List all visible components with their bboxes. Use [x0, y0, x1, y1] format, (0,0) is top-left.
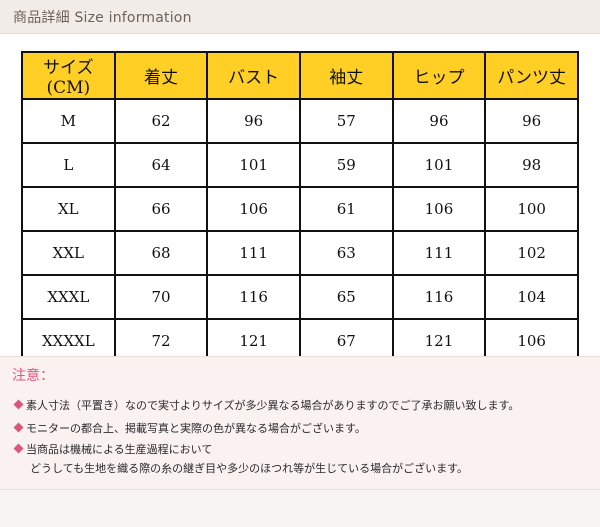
table-cell: 61	[298, 186, 394, 232]
table-row: M 62 96 57 96 96	[21, 98, 579, 144]
table-cell: 96	[484, 98, 579, 144]
diamond-bullet-icon	[13, 422, 24, 433]
table-cell: 96	[391, 98, 487, 144]
table-header-row: サイズ(CM) 着丈 バスト 袖丈 ヒップ パンツ丈	[21, 51, 579, 100]
table-cell: 96	[206, 98, 301, 144]
table-cell: 116	[391, 274, 487, 320]
column-header-length: 着丈	[113, 51, 209, 100]
note-item: 当商品は機械による生産過程において	[13, 441, 213, 457]
table-cell: 63	[298, 230, 394, 276]
page-title: 商品詳細 Size information	[13, 10, 192, 26]
table-cell: 59	[298, 142, 394, 188]
table-cell: 104	[484, 274, 579, 320]
column-header-pants-length: パンツ丈	[484, 51, 579, 100]
table-cell: 106	[206, 186, 301, 232]
table-cell: XXXL	[21, 274, 116, 320]
table-cell: 65	[298, 274, 394, 320]
table-cell: 102	[484, 230, 579, 276]
table-cell: 106	[391, 186, 487, 232]
table-cell: 64	[113, 142, 209, 188]
footer-spacer	[0, 490, 600, 527]
table-row: XXL 68 111 63 111 102	[21, 230, 579, 276]
table-cell: 68	[113, 230, 209, 276]
table-cell: 66	[113, 186, 209, 232]
table-cell: 111	[206, 230, 301, 276]
table-row: XXXL 70 116 65 116 104	[21, 274, 579, 320]
table-cell: 100	[484, 186, 579, 232]
column-header-sleeve: 袖丈	[298, 51, 394, 100]
note-text: 素人寸法（平置き）なので実寸よりサイズが多少異なる場合がありますのでご了承お願い…	[26, 399, 520, 412]
table-cell: XXL	[21, 230, 116, 276]
table-row: L 64 101 59 101 98	[21, 142, 579, 188]
table-cell: L	[21, 142, 116, 188]
table-cell: 98	[484, 142, 579, 188]
note-item-continued: どうしても生地を織る際の糸の継ぎ目や多少のほつれ等が生じている場合がございます。	[15, 460, 468, 476]
table-cell: 62	[113, 98, 209, 144]
table-cell: 116	[206, 274, 301, 320]
column-header-hip: ヒップ	[391, 51, 487, 100]
note-text: どうしても生地を織る際の糸の継ぎ目や多少のほつれ等が生じている場合がございます。	[30, 462, 469, 475]
table-cell: M	[21, 98, 116, 144]
table-cell: 57	[298, 98, 394, 144]
note-item: 素人寸法（平置き）なので実寸よりサイズが多少異なる場合がありますのでご了承お願い…	[13, 397, 520, 413]
size-table: サイズ(CM) 着丈 バスト 袖丈 ヒップ パンツ丈 M 62 96 57 96…	[21, 51, 579, 364]
table-cell: 101	[391, 142, 487, 188]
column-header-bust: バスト	[206, 51, 301, 100]
note-text: 当商品は機械による生産過程において	[26, 443, 213, 456]
notes-panel: 注意： 素人寸法（平置き）なので実寸よりサイズが多少異なる場合がありますのでご了…	[0, 356, 600, 490]
note-item: モニターの都合上、掲載写真と実際の色が異なる場合がございます。	[13, 420, 366, 436]
table-row: XL 66 106 61 106 100	[21, 186, 579, 232]
table-cell: 111	[391, 230, 487, 276]
table-cell: 101	[206, 142, 301, 188]
diamond-bullet-icon	[13, 399, 24, 410]
header-bar: 商品詳細 Size information	[0, 0, 600, 34]
notes-title: 注意：	[12, 368, 54, 384]
note-text: モニターの都合上、掲載写真と実際の色が異なる場合がございます。	[26, 422, 366, 435]
size-table-panel: サイズ(CM) 着丈 バスト 袖丈 ヒップ パンツ丈 M 62 96 57 96…	[0, 34, 600, 364]
table-cell: XL	[21, 186, 116, 232]
diamond-bullet-icon	[13, 443, 24, 454]
column-header-size: サイズ(CM)	[21, 51, 116, 100]
table-cell: 70	[113, 274, 209, 320]
